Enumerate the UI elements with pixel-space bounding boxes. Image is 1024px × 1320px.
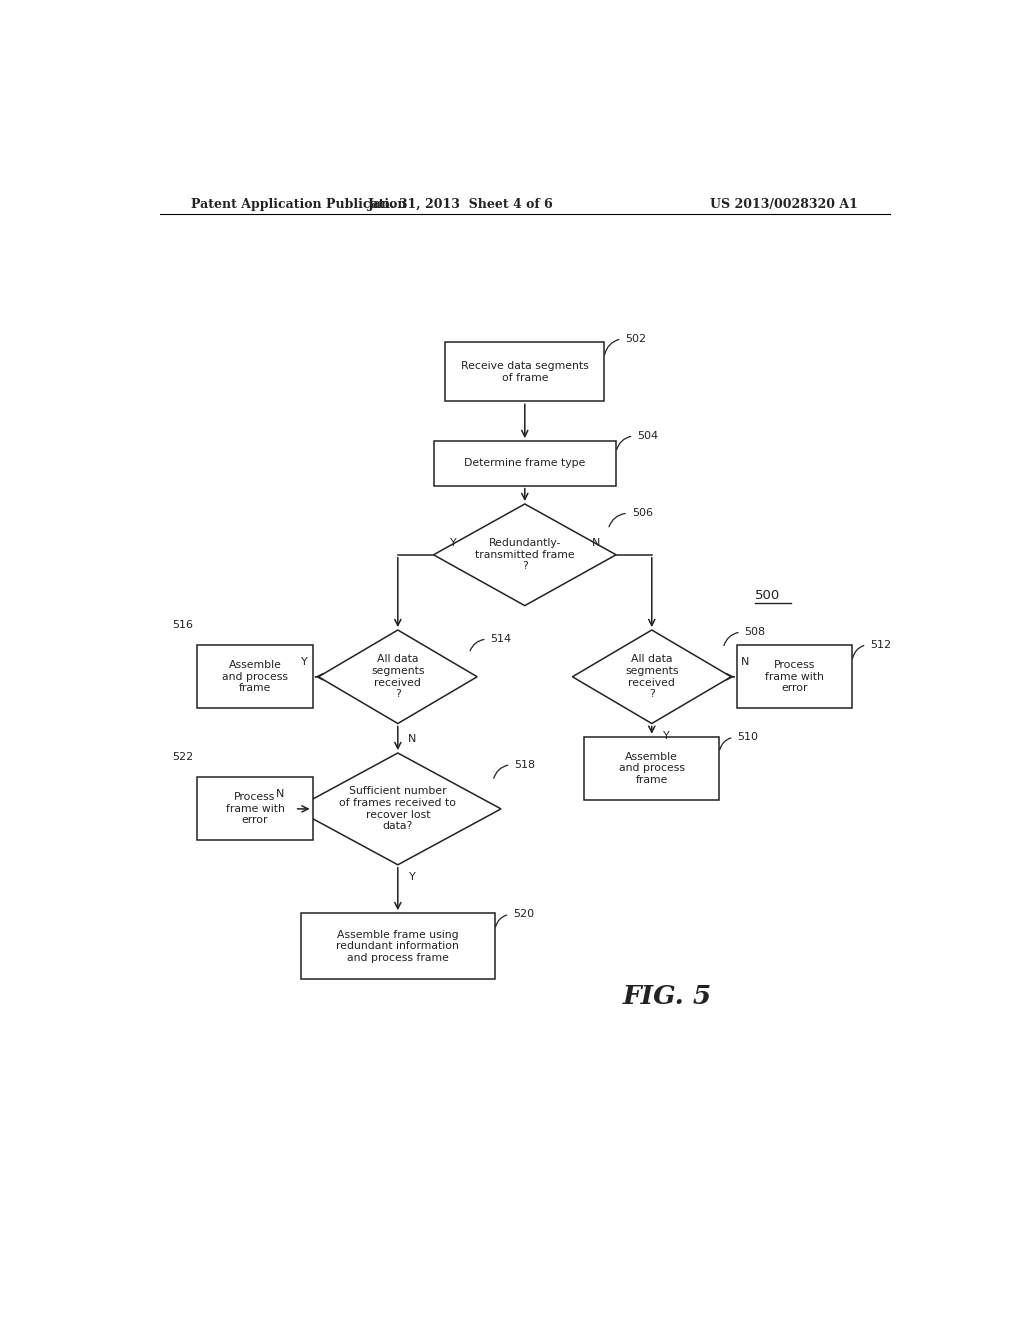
Text: Patent Application Publication: Patent Application Publication xyxy=(191,198,407,211)
Polygon shape xyxy=(318,630,477,723)
Text: N: N xyxy=(276,788,285,799)
Polygon shape xyxy=(572,630,731,723)
Text: 512: 512 xyxy=(870,640,892,649)
Text: Y: Y xyxy=(301,656,307,667)
Text: Y: Y xyxy=(663,731,670,741)
FancyBboxPatch shape xyxy=(198,777,312,841)
Text: Process
frame with
error: Process frame with error xyxy=(765,660,824,693)
FancyBboxPatch shape xyxy=(301,913,495,979)
Text: 522: 522 xyxy=(172,752,194,762)
Text: Assemble
and process
frame: Assemble and process frame xyxy=(222,660,288,693)
Text: Determine frame type: Determine frame type xyxy=(464,458,586,469)
Text: 518: 518 xyxy=(514,760,536,770)
FancyBboxPatch shape xyxy=(737,645,852,709)
Polygon shape xyxy=(433,504,616,606)
Text: 506: 506 xyxy=(632,508,653,519)
Text: 510: 510 xyxy=(737,733,759,742)
Text: Y: Y xyxy=(409,873,416,882)
Text: All data
segments
received
?: All data segments received ? xyxy=(371,655,425,700)
Text: All data
segments
received
?: All data segments received ? xyxy=(625,655,679,700)
FancyBboxPatch shape xyxy=(445,342,604,401)
Text: 514: 514 xyxy=(490,634,512,644)
Text: Receive data segments
of frame: Receive data segments of frame xyxy=(461,362,589,383)
Text: N: N xyxy=(408,734,417,743)
Text: 500: 500 xyxy=(755,589,780,602)
FancyBboxPatch shape xyxy=(585,737,719,800)
Text: Assemble
and process
frame: Assemble and process frame xyxy=(618,751,685,785)
Text: 508: 508 xyxy=(744,627,766,638)
Text: N: N xyxy=(592,537,600,548)
Text: 516: 516 xyxy=(172,620,194,630)
Text: Redundantly-
transmitted frame
?: Redundantly- transmitted frame ? xyxy=(475,539,574,572)
FancyBboxPatch shape xyxy=(198,645,312,709)
FancyBboxPatch shape xyxy=(433,441,616,486)
Text: Y: Y xyxy=(450,537,457,548)
Text: Assemble frame using
redundant information
and process frame: Assemble frame using redundant informati… xyxy=(337,929,459,962)
Text: US 2013/0028320 A1: US 2013/0028320 A1 xyxy=(711,198,858,211)
Text: 504: 504 xyxy=(638,430,658,441)
Polygon shape xyxy=(295,752,501,865)
Text: Process
frame with
error: Process frame with error xyxy=(225,792,285,825)
Text: Jan. 31, 2013  Sheet 4 of 6: Jan. 31, 2013 Sheet 4 of 6 xyxy=(369,198,554,211)
Text: FIG. 5: FIG. 5 xyxy=(623,985,713,1010)
Text: 502: 502 xyxy=(626,334,647,343)
Text: 520: 520 xyxy=(513,909,535,919)
Text: N: N xyxy=(741,656,750,667)
Text: Sufficient number
of frames received to
recover lost
data?: Sufficient number of frames received to … xyxy=(339,787,457,832)
